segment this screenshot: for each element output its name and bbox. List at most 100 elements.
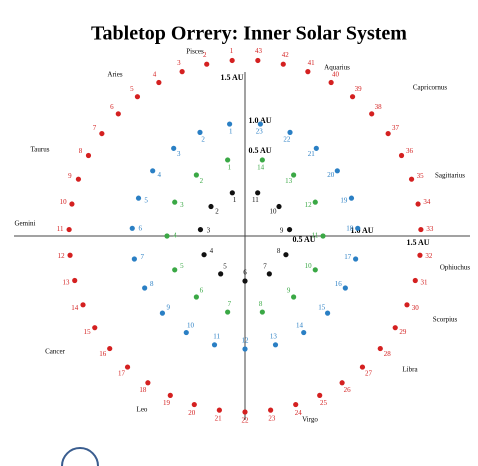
dot xyxy=(66,226,72,233)
dot-number: 12 xyxy=(305,201,313,209)
dot-number: 14 xyxy=(71,304,79,312)
au-label: 0.5 AU xyxy=(248,146,271,155)
dot xyxy=(320,233,326,239)
dot xyxy=(242,409,248,415)
dot-number: 3 xyxy=(177,150,181,158)
dot xyxy=(107,345,113,352)
dot xyxy=(124,364,131,370)
dot xyxy=(225,157,231,163)
dot-number: 18 xyxy=(139,386,147,394)
dot-number: 7 xyxy=(140,253,144,261)
dot-number: 32 xyxy=(425,252,433,260)
dot xyxy=(191,401,197,408)
dot xyxy=(272,342,279,348)
dot-number: 5 xyxy=(144,196,148,204)
dot-number: 3 xyxy=(180,201,184,209)
dot-number: 14 xyxy=(257,163,265,171)
dot xyxy=(242,278,248,284)
dot xyxy=(359,364,366,370)
dot-number: 21 xyxy=(308,150,316,158)
zodiac-label: Capricornus xyxy=(413,84,447,92)
zodiac-label: Aries xyxy=(107,71,122,79)
dot-number: 6 xyxy=(243,269,247,277)
zodiac-label: Scorpius xyxy=(433,316,458,324)
dot xyxy=(392,325,398,331)
dot-number: 1 xyxy=(228,163,232,171)
zodiac-label: Aquarius xyxy=(324,64,350,72)
dot xyxy=(259,309,265,315)
zodiac-label: Gemini xyxy=(15,220,36,228)
dot xyxy=(353,256,359,262)
dot-number: 43 xyxy=(255,47,263,55)
dot-number: 17 xyxy=(344,253,352,261)
dot xyxy=(255,57,261,64)
dot xyxy=(317,392,323,398)
dot-number: 35 xyxy=(417,172,425,180)
dot-number: 8 xyxy=(259,300,263,308)
dot-number: 18 xyxy=(346,224,354,232)
dot xyxy=(156,79,162,86)
dot-number: 11 xyxy=(57,225,64,233)
dot-number: 42 xyxy=(282,51,290,59)
dot-number: 24 xyxy=(295,409,303,417)
au-label: 1.0 AU xyxy=(248,116,271,125)
dot xyxy=(398,152,405,159)
dot-number: 1 xyxy=(230,47,234,55)
dot-number: 4 xyxy=(157,171,161,179)
dot-number: 9 xyxy=(287,286,291,294)
logo xyxy=(61,447,99,466)
au-label: 0.5 AU xyxy=(292,235,315,244)
dot-number: 5 xyxy=(223,263,227,271)
dot xyxy=(69,201,75,207)
dot-number: 16 xyxy=(99,350,107,358)
dot xyxy=(334,168,340,174)
dot xyxy=(172,199,178,205)
dot-number: 26 xyxy=(344,386,352,394)
dot xyxy=(404,302,410,308)
dot xyxy=(417,252,423,258)
dot-number: 36 xyxy=(406,147,414,155)
dot-number: 8 xyxy=(277,247,281,255)
dot-number: 10 xyxy=(305,262,313,270)
dot xyxy=(268,407,274,413)
dot xyxy=(225,309,231,315)
dot-number: 4 xyxy=(210,247,214,255)
dot xyxy=(171,145,177,151)
dot-number: 9 xyxy=(68,172,72,180)
dot-number: 6 xyxy=(200,286,204,294)
dot-number: 15 xyxy=(84,328,92,336)
dot xyxy=(211,342,218,348)
dot-number: 6 xyxy=(110,103,114,111)
dot-number: 10 xyxy=(187,321,195,329)
dot xyxy=(355,225,361,231)
dot-number: 17 xyxy=(118,369,126,377)
au-label: 1.0 AU xyxy=(350,226,373,235)
dot xyxy=(204,61,210,67)
zodiac-label: Ophiuchus xyxy=(440,264,471,272)
dot-number: 2 xyxy=(200,177,204,185)
dot-number: 13 xyxy=(285,177,293,185)
dot-number: 15 xyxy=(318,303,326,311)
dot xyxy=(280,61,286,67)
dot xyxy=(99,130,105,137)
dot xyxy=(216,407,222,413)
dot-number: 10 xyxy=(269,207,277,215)
dot-number: 2 xyxy=(201,135,205,143)
dot xyxy=(312,199,318,205)
dot xyxy=(418,226,424,233)
dot-number: 7 xyxy=(93,124,97,132)
dot-number: 20 xyxy=(327,171,335,179)
dot xyxy=(167,392,173,398)
dot xyxy=(129,225,135,231)
dot-number: 23 xyxy=(268,415,276,423)
dot xyxy=(324,310,331,316)
dot-number: 2 xyxy=(215,207,219,215)
dot-number: 12 xyxy=(242,337,250,345)
dot xyxy=(313,145,319,151)
dot xyxy=(286,226,293,233)
dot xyxy=(242,346,248,352)
dot xyxy=(142,285,148,291)
dot-number: 3 xyxy=(177,59,181,67)
dot-number: 13 xyxy=(270,333,278,341)
